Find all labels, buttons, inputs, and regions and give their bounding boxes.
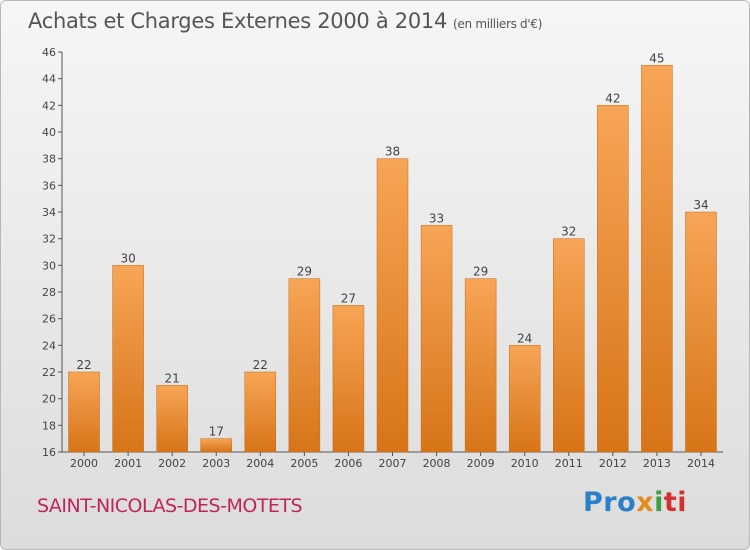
bar-value-label: 22 [253, 358, 268, 372]
y-tick-label: 44 [42, 73, 56, 86]
bar-value-label: 33 [429, 211, 444, 225]
y-tick-label: 36 [42, 179, 56, 192]
bar-value-label: 32 [561, 225, 576, 239]
x-tick-label: 2006 [334, 457, 362, 470]
chart-bars [68, 65, 717, 453]
x-tick-label: 2004 [246, 457, 274, 470]
x-tick-label: 2010 [511, 457, 539, 470]
bar-value-label: 21 [165, 371, 180, 385]
bar-value-label: 24 [517, 331, 532, 345]
bar-value-label: 30 [120, 251, 135, 265]
x-tick-label: 2005 [290, 457, 318, 470]
bar [376, 158, 409, 453]
x-tick-label: 2014 [687, 457, 715, 470]
x-tick-label: 2008 [423, 457, 451, 470]
bar [597, 105, 629, 453]
x-tick-label: 2007 [379, 457, 407, 470]
bar [420, 225, 453, 453]
chart-subtitle: (en milliers d'€) [453, 17, 543, 31]
chart-axes: 16 18 20 22 24 26 28 30 32 34 36 38 40 42 44 46 2000 2001… [42, 46, 723, 470]
x-tick-label: 2001 [114, 457, 142, 470]
x-tick-label: 2000 [70, 457, 98, 470]
chart-title: Achats et Charges Externes 2000 à 2014 (e… [28, 9, 542, 33]
bar-value-label: 27 [341, 291, 356, 305]
x-tick-label: 2009 [467, 457, 495, 470]
x-tick-label: 2002 [158, 457, 186, 470]
bar [68, 371, 100, 453]
y-tick-label: 32 [42, 233, 56, 246]
bar-value-label: 42 [605, 91, 620, 105]
bar [641, 65, 673, 453]
bar [685, 211, 717, 453]
bar [112, 265, 144, 453]
y-tick-label: 24 [42, 339, 56, 352]
bar-value-label: 29 [473, 265, 488, 279]
y-tick-label: 18 [42, 419, 56, 432]
y-tick-label: 34 [42, 206, 56, 219]
y-tick-label: 20 [42, 393, 56, 406]
y-tick-label: 22 [42, 366, 56, 379]
y-tick-label: 26 [42, 313, 56, 326]
chart-title-text: Achats et Charges Externes 2000 à 2014 [28, 9, 448, 33]
chart-value-labels: 22 30 21 17 22 29 27 38 33 29 24 32 42 45 34 [76, 51, 708, 438]
bar [508, 345, 541, 453]
bar [332, 305, 365, 453]
bar-value-label: 45 [649, 51, 664, 65]
y-tick-label: 46 [42, 46, 56, 59]
bar-value-label: 17 [209, 425, 224, 439]
bar-value-label: 29 [297, 265, 312, 279]
x-tick-label: 2012 [599, 457, 627, 470]
y-tick-label: 30 [42, 259, 56, 272]
bar [200, 438, 232, 453]
bar [288, 278, 321, 453]
proxiti-logo: Proxiti [583, 487, 688, 518]
bar-value-label: 34 [693, 198, 708, 212]
y-tick-label: 40 [42, 126, 56, 139]
bar-value-label: 38 [385, 145, 400, 159]
bar [244, 371, 277, 453]
y-tick-label: 28 [42, 286, 56, 299]
x-tick-label: 2013 [643, 457, 671, 470]
x-tick-label: 2011 [555, 457, 583, 470]
bar [553, 238, 585, 453]
x-tick-label: 2003 [202, 457, 230, 470]
y-tick-label: 42 [42, 99, 56, 112]
bar-value-label: 22 [76, 358, 91, 372]
city-name: SAINT-NICOLAS-DES-MOTETS [37, 495, 303, 517]
bar [464, 278, 497, 453]
y-tick-label: 38 [42, 153, 56, 166]
y-tick-label: 16 [42, 446, 56, 459]
bar [156, 385, 188, 453]
